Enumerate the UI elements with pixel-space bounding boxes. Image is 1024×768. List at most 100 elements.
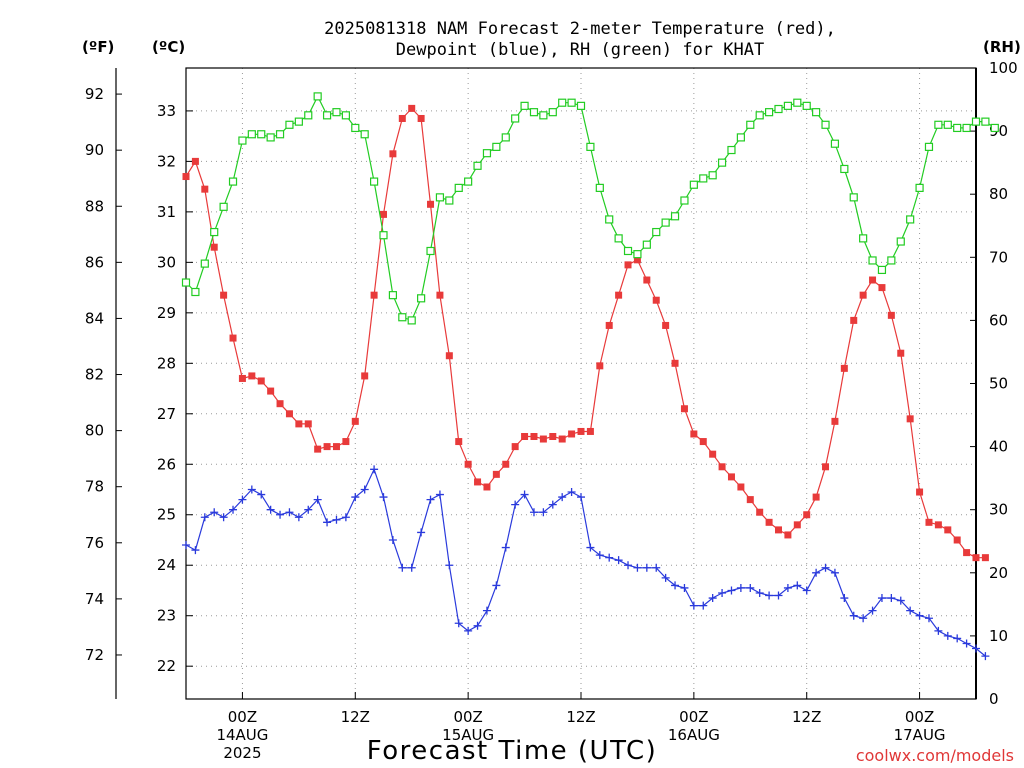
data-point — [577, 427, 585, 435]
data-point — [492, 470, 500, 478]
data-point — [238, 136, 247, 145]
data-point — [191, 287, 200, 297]
series-line — [185, 467, 986, 657]
data-point — [332, 108, 341, 117]
data-point — [765, 591, 774, 600]
data-point — [247, 485, 256, 494]
data-point — [708, 171, 717, 180]
data-point — [689, 180, 698, 189]
data-point — [859, 291, 867, 299]
fahrenheit-tick-label: 76 — [85, 534, 104, 552]
data-point — [586, 142, 595, 151]
data-point — [539, 508, 548, 517]
data-point — [953, 536, 961, 544]
data-point — [558, 98, 567, 107]
data-point — [567, 488, 576, 497]
data-point — [539, 111, 548, 120]
x-tick-date-label: 14AUG — [216, 726, 268, 744]
data-point — [746, 496, 754, 504]
data-point — [380, 210, 387, 218]
celsius-tick-label: 30 — [157, 253, 176, 271]
data-point — [614, 556, 623, 565]
data-point — [614, 234, 623, 243]
data-point — [417, 294, 426, 303]
data-point — [812, 108, 821, 117]
data-point — [737, 483, 745, 491]
data-point — [370, 291, 378, 299]
data-point — [294, 117, 303, 126]
rh-tick-label: 70 — [989, 248, 1008, 266]
data-point — [502, 460, 510, 468]
rh-tick-label: 30 — [989, 501, 1008, 519]
data-point — [257, 377, 265, 385]
data-point — [849, 193, 858, 202]
data-point — [323, 443, 331, 451]
data-point — [972, 644, 980, 653]
data-point — [257, 130, 266, 139]
data-point — [840, 364, 848, 372]
data-point — [830, 568, 839, 577]
data-point — [529, 508, 538, 517]
data-point — [812, 493, 820, 501]
data-point — [530, 433, 538, 441]
data-point — [435, 193, 445, 202]
data-point — [238, 495, 247, 504]
axes: 22 23 24 25 26 27 28 29 30 31 32 33 72 74 76 78 80 82 84 86… — [85, 59, 1018, 762]
data-point — [427, 200, 435, 208]
x-tick-time-label: 12Z — [566, 708, 595, 726]
fahrenheit-tick-label: 72 — [85, 646, 104, 664]
data-point — [689, 601, 698, 610]
data-point — [473, 621, 482, 630]
data-point — [718, 463, 726, 471]
data-point — [445, 352, 453, 360]
rh-tick-label: 100 — [989, 59, 1018, 77]
data-point — [736, 133, 745, 142]
data-point — [915, 611, 924, 620]
data-point — [361, 372, 369, 380]
data-point — [962, 123, 971, 133]
data-point — [436, 291, 444, 299]
x-tick-date-label: 15AUG — [442, 726, 494, 744]
data-point — [624, 561, 633, 570]
data-point — [916, 488, 924, 496]
data-point — [474, 478, 482, 486]
celsius-unit-label: (ºC) — [152, 38, 185, 56]
chart-title-line1: 2025081318 NAM Forecast 2-meter Temperat… — [324, 19, 836, 39]
celsius-tick-label: 29 — [157, 304, 176, 322]
data-point — [840, 164, 849, 174]
data-point — [746, 120, 755, 129]
fahrenheit-tick-label: 88 — [85, 197, 104, 215]
data-point — [407, 316, 416, 325]
x-tick-time-label: 00Z — [453, 708, 482, 726]
data-point — [934, 626, 943, 635]
data-point — [454, 183, 463, 192]
data-point — [379, 493, 388, 502]
data-point — [821, 563, 830, 572]
data-point — [248, 372, 256, 380]
data-point — [276, 510, 285, 519]
data-point — [351, 123, 360, 133]
data-point — [417, 528, 426, 537]
data-point — [454, 619, 463, 628]
x-tick-time-label: 12Z — [792, 708, 821, 726]
data-point — [229, 505, 238, 514]
data-point — [896, 237, 905, 246]
data-point — [859, 234, 868, 243]
data-point — [934, 521, 942, 529]
fahrenheit-tick-label: 86 — [85, 253, 104, 271]
data-point — [492, 581, 501, 590]
data-point — [520, 490, 529, 499]
data-point — [238, 374, 246, 382]
fahrenheit-tick-label: 92 — [85, 85, 104, 103]
data-point — [313, 92, 322, 101]
data-point — [859, 614, 868, 623]
data-point — [661, 218, 670, 227]
data-point — [586, 427, 594, 435]
data-point — [924, 142, 934, 151]
data-point — [558, 435, 566, 443]
data-point — [981, 652, 990, 661]
data-point — [868, 256, 877, 265]
data-point — [369, 177, 379, 186]
data-point — [971, 117, 981, 126]
data-point — [501, 133, 510, 142]
